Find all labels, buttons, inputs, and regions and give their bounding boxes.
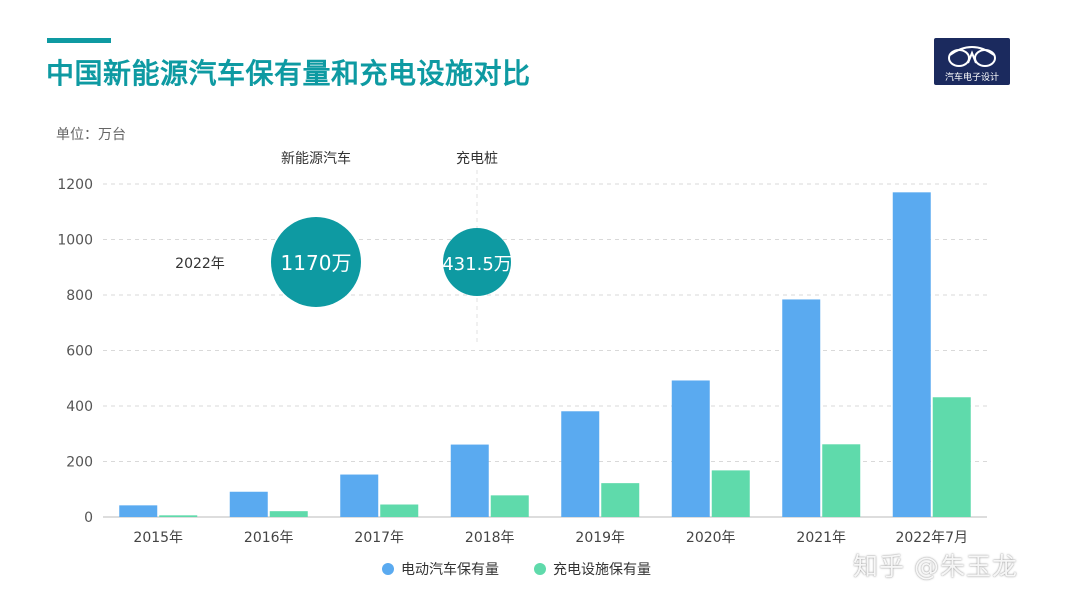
charger-bubble: [443, 228, 511, 296]
y-tick-label: 600: [66, 344, 93, 360]
callout-year: 2022年: [175, 256, 225, 272]
x-tick-label: 2020年: [686, 530, 736, 546]
unit-label: 单位：万台: [56, 127, 126, 143]
x-tick-label: 2021年: [796, 530, 846, 546]
legend-label-1: 充电设施保有量: [553, 562, 651, 578]
legend-marker-0: [382, 563, 394, 575]
ev-bar-4: [561, 411, 600, 517]
charger-bar-0: [159, 515, 198, 517]
y-tick-label: 1000: [57, 233, 93, 249]
charger-bar-1: [269, 511, 308, 517]
ev-bar-1: [229, 491, 268, 517]
y-tick-label: 1200: [57, 177, 93, 193]
brand-logo: 汽车电子设计: [934, 38, 1010, 85]
ev-bubble-value: 1170万: [281, 251, 352, 275]
y-tick-label: 200: [66, 455, 93, 471]
page-title: 中国新能源汽车保有量和充电设施对比: [46, 57, 531, 90]
ev-bar-0: [119, 505, 158, 517]
y-tick-label: 0: [84, 510, 93, 526]
legend-label-0: 电动汽车保有量: [401, 561, 499, 578]
logo-text: 汽车电子设计: [944, 73, 999, 83]
x-tick-label: 2016年: [244, 530, 294, 546]
ev-bar-3: [450, 444, 489, 517]
x-tick-label: 2017年: [354, 530, 404, 546]
charger-bar-3: [490, 495, 529, 517]
x-tick-label: 2019年: [575, 530, 625, 546]
ev-bar-5: [671, 380, 710, 517]
charger-bar-4: [601, 483, 640, 517]
ev-bar-2: [340, 474, 379, 517]
charger-bar-6: [822, 444, 861, 517]
car-logo-icon: [948, 46, 996, 67]
charger-bar-7: [932, 397, 971, 517]
x-tick-label: 2022年7月: [895, 530, 968, 546]
callout-ev-label: 新能源汽车: [281, 150, 351, 167]
ev-bar-7: [892, 192, 931, 517]
charger-bar-5: [711, 470, 750, 517]
legend-marker-1: [534, 563, 546, 575]
ev-bar-6: [782, 299, 821, 517]
charger-bubble-value: 431.5万: [442, 254, 512, 275]
title-accent-bar: [47, 38, 111, 43]
x-tick-label: 2018年: [465, 530, 515, 546]
ev-bubble: [271, 217, 361, 307]
callout-charger-label: 充电桩: [456, 150, 498, 167]
y-tick-label: 800: [66, 288, 93, 304]
x-tick-label: 2015年: [133, 530, 183, 546]
watermark: 知乎 @朱玉龙: [853, 552, 1018, 581]
charger-bar-2: [380, 504, 419, 517]
y-tick-label: 400: [66, 399, 93, 415]
